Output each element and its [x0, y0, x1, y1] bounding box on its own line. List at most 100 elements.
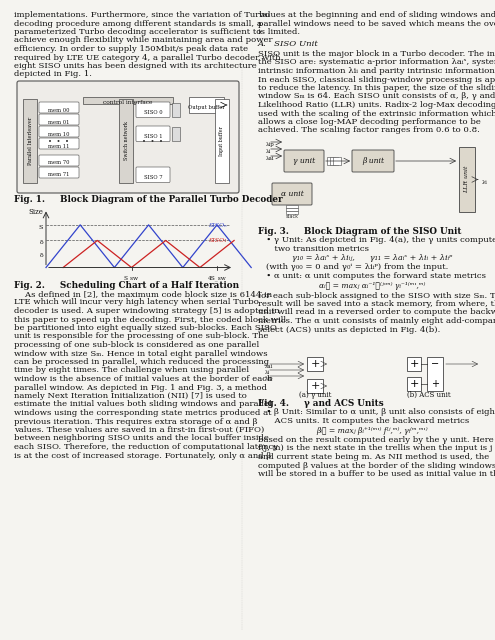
Text: used with the scaling of the extrinsic information which: used with the scaling of the extrinsic i… — [258, 109, 495, 118]
Text: +: + — [409, 359, 419, 369]
Text: decoding procedure among different standards is small, a: decoding procedure among different stand… — [14, 19, 262, 28]
Text: (b) ACS unit: (b) ACS unit — [407, 391, 451, 399]
FancyBboxPatch shape — [136, 167, 170, 182]
Text: λai: λai — [265, 364, 273, 369]
FancyBboxPatch shape — [284, 150, 324, 172]
Text: result will be saved into a stack memory, from where, the β: result will be saved into a stack memory… — [258, 300, 495, 308]
Text: A.   SISO Unit: A. SISO Unit — [258, 40, 319, 49]
Text: implementations. Furthermore, since the variation of Turbo: implementations. Furthermore, since the … — [14, 11, 270, 19]
Text: previous iteration. This requires extra storage of α and β: previous iteration. This requires extra … — [14, 417, 257, 426]
FancyBboxPatch shape — [407, 377, 421, 391]
Text: mem 10: mem 10 — [48, 131, 70, 136]
Text: δ: δ — [39, 241, 43, 246]
FancyBboxPatch shape — [215, 99, 229, 183]
Text: achieve enough flexibility while maintaining area and power: achieve enough flexibility while maintai… — [14, 36, 273, 45]
FancyBboxPatch shape — [427, 357, 443, 391]
FancyBboxPatch shape — [172, 103, 180, 116]
Text: • β Unit: Similar to α unit, β unit also consists of eight: • β Unit: Similar to α unit, β unit also… — [258, 408, 495, 417]
Text: namely Next Iteration Initialization (NII) [7] is used to: namely Next Iteration Initialization (NI… — [14, 392, 247, 400]
Text: window is the absence of initial values at the border of each: window is the absence of initial values … — [14, 375, 272, 383]
Text: Size: Size — [28, 209, 43, 216]
Text: βᵢᵯ = maxⱼ βᵢ⁺¹⁽ᵐ'⁾ f⁽ʲ,ᵐ⁾, γᵢ⁽ᵐ,ᵐ'⁾: βᵢᵯ = maxⱼ βᵢ⁺¹⁽ᵐ'⁾ f⁽ʲ,ᵐ⁾, γᵢ⁽ᵐ,ᵐ'⁾ — [316, 426, 428, 435]
FancyBboxPatch shape — [307, 357, 323, 371]
Text: mem 71: mem 71 — [48, 173, 70, 177]
Text: depicted in Fig. 1.: depicted in Fig. 1. — [14, 70, 92, 79]
Text: mem 11: mem 11 — [48, 143, 70, 148]
Text: metrics. The α unit consists of mainly eight add-compare-: metrics. The α unit consists of mainly e… — [258, 317, 495, 325]
Text: S_sw: S_sw — [124, 275, 139, 281]
Text: Output buffer: Output buffer — [188, 105, 225, 110]
Text: S: S — [39, 225, 43, 230]
Text: LTE which will incur very high latency when serial Turbo: LTE which will incur very high latency w… — [14, 298, 259, 307]
Text: is at the cost of increased storage. Fortunately, only α and β: is at the cost of increased storage. For… — [14, 451, 271, 460]
FancyBboxPatch shape — [307, 379, 323, 393]
Text: 4S_sw: 4S_sw — [207, 275, 226, 281]
FancyBboxPatch shape — [119, 99, 133, 183]
Text: • γ Unit: As depicted in Fig. 4(a), the γ units computes: • γ Unit: As depicted in Fig. 4(a), the … — [258, 237, 495, 244]
Text: Fig. 1.     Block Diagram of the Parallel Turbo Decoder: Fig. 1. Block Diagram of the Parallel Tu… — [14, 195, 283, 204]
Text: parallel window. As depicted in Fig. 1 and Fig. 3, a method: parallel window. As depicted in Fig. 1 a… — [14, 383, 267, 392]
Text: +: + — [310, 381, 320, 391]
FancyBboxPatch shape — [327, 157, 335, 165]
Text: SISO₁: SISO₁ — [209, 239, 228, 243]
FancyBboxPatch shape — [286, 208, 298, 211]
Text: window with size Sₘ. Hence in total eight parallel windows: window with size Sₘ. Hence in total eigh… — [14, 349, 268, 358]
Text: mem 00: mem 00 — [48, 108, 70, 113]
FancyBboxPatch shape — [83, 97, 173, 104]
Text: Likelihood Ratio (LLR) units. Radix-2 log-Max decoding is: Likelihood Ratio (LLR) units. Radix-2 lo… — [258, 101, 495, 109]
Text: can be processed in parallel, which reduced the processing: can be processed in parallel, which redu… — [14, 358, 269, 366]
Text: for each sub-block assigned to the SISO with size Sₘ. The: for each sub-block assigned to the SISO … — [258, 291, 495, 300]
Text: estimate the initial values both sliding windows and parallel: estimate the initial values both sliding… — [14, 401, 272, 408]
Text: λi: λi — [482, 179, 488, 184]
Text: As defined in [2], the maximum code block size is 6144 in: As defined in [2], the maximum code bloc… — [14, 290, 272, 298]
Text: eight SISO units has been designed with its architecture: eight SISO units has been designed with … — [14, 62, 257, 70]
Text: windows using the corresponding state metrics produced at: windows using the corresponding state me… — [14, 409, 271, 417]
Text: SISO 1: SISO 1 — [144, 134, 162, 139]
Text: to reduce the latency. In this paper, the size of the sliding: to reduce the latency. In this paper, th… — [258, 84, 495, 92]
Text: decoder is used. A super windowing strategy [5] is adopted in: decoder is used. A super windowing strat… — [14, 307, 280, 315]
Text: be partitioned into eight equally sized sub-blocks. Each SISO: be partitioned into eight equally sized … — [14, 324, 277, 332]
FancyBboxPatch shape — [39, 138, 79, 149]
Text: computed β values at the border of the sliding windows: computed β values at the border of the s… — [258, 461, 495, 470]
FancyBboxPatch shape — [286, 211, 298, 214]
Text: SISO 7: SISO 7 — [144, 175, 162, 180]
Text: −: − — [431, 359, 439, 369]
Text: Switch network: Switch network — [123, 122, 129, 161]
FancyBboxPatch shape — [136, 126, 170, 141]
Text: achieved. The scaling factor ranges from 0.6 to 0.8.: achieved. The scaling factor ranges from… — [258, 127, 480, 134]
Text: this paper to speed up the decoding. First, the coded block will: this paper to speed up the decoding. Fir… — [14, 316, 286, 323]
Text: each SISO. Therefore, the reduction of computational latency: each SISO. Therefore, the reduction of c… — [14, 443, 278, 451]
Text: β unit: β unit — [362, 157, 384, 165]
Text: processing of one sub-block is considered as one parallel: processing of one sub-block is considere… — [14, 341, 259, 349]
Text: parallel windows need to be saved which means the overhead: parallel windows need to be saved which … — [258, 19, 495, 28]
Text: unit is responsible for the processing of one sub-block. The: unit is responsible for the processing o… — [14, 333, 268, 340]
Text: LLR unit: LLR unit — [464, 166, 469, 193]
Text: parameterized Turbo decoding accelerator is sufficient to: parameterized Turbo decoding accelerator… — [14, 28, 261, 36]
Text: SISOₙ: SISOₙ — [209, 223, 228, 228]
FancyBboxPatch shape — [39, 126, 79, 137]
FancyBboxPatch shape — [352, 150, 394, 172]
FancyBboxPatch shape — [17, 81, 239, 193]
Text: +: + — [310, 359, 320, 369]
FancyBboxPatch shape — [333, 157, 341, 165]
Text: select (ACS) units as depicted in Fig. 4(b).: select (ACS) units as depicted in Fig. 4… — [258, 326, 441, 333]
Text: Parallel Interleaver: Parallel Interleaver — [28, 117, 33, 165]
Text: α unit: α unit — [281, 190, 303, 198]
FancyBboxPatch shape — [172, 127, 180, 141]
Text: ACS units. It computes the backward metrics: ACS units. It computes the backward metr… — [258, 417, 469, 425]
FancyBboxPatch shape — [136, 102, 170, 118]
Text: and current state being m. As NII method is used, the: and current state being m. As NII method… — [258, 453, 489, 461]
Text: control interface: control interface — [103, 100, 152, 106]
Text: +: + — [431, 379, 439, 389]
Text: Fig. 4.     γ and ACS Units: Fig. 4. γ and ACS Units — [258, 399, 384, 408]
Text: SISO unit is the major block in a Turbo decoder. The input to: SISO unit is the major block in a Turbo … — [258, 50, 495, 58]
Text: unit will read in a reversed order to compute the backward: unit will read in a reversed order to co… — [258, 308, 495, 317]
Text: Fig. 2.     Scheduling Chart of a Half Iteration: Fig. 2. Scheduling Chart of a Half Itera… — [14, 280, 239, 289]
Text: mem 70: mem 70 — [48, 161, 70, 166]
Text: λip: λip — [266, 142, 275, 147]
FancyBboxPatch shape — [272, 183, 312, 205]
Text: •  •  •: • • • — [49, 140, 69, 145]
Text: Fig. 3.     Block Diagram of the SISO Unit: Fig. 3. Block Diagram of the SISO Unit — [258, 227, 461, 236]
Text: required by LTE UE category 4, a parallel Turbo decoder with: required by LTE UE category 4, a paralle… — [14, 54, 281, 61]
Text: efficiency. In order to supply 150Mbit/s peak data rate: efficiency. In order to supply 150Mbit/s… — [14, 45, 248, 53]
